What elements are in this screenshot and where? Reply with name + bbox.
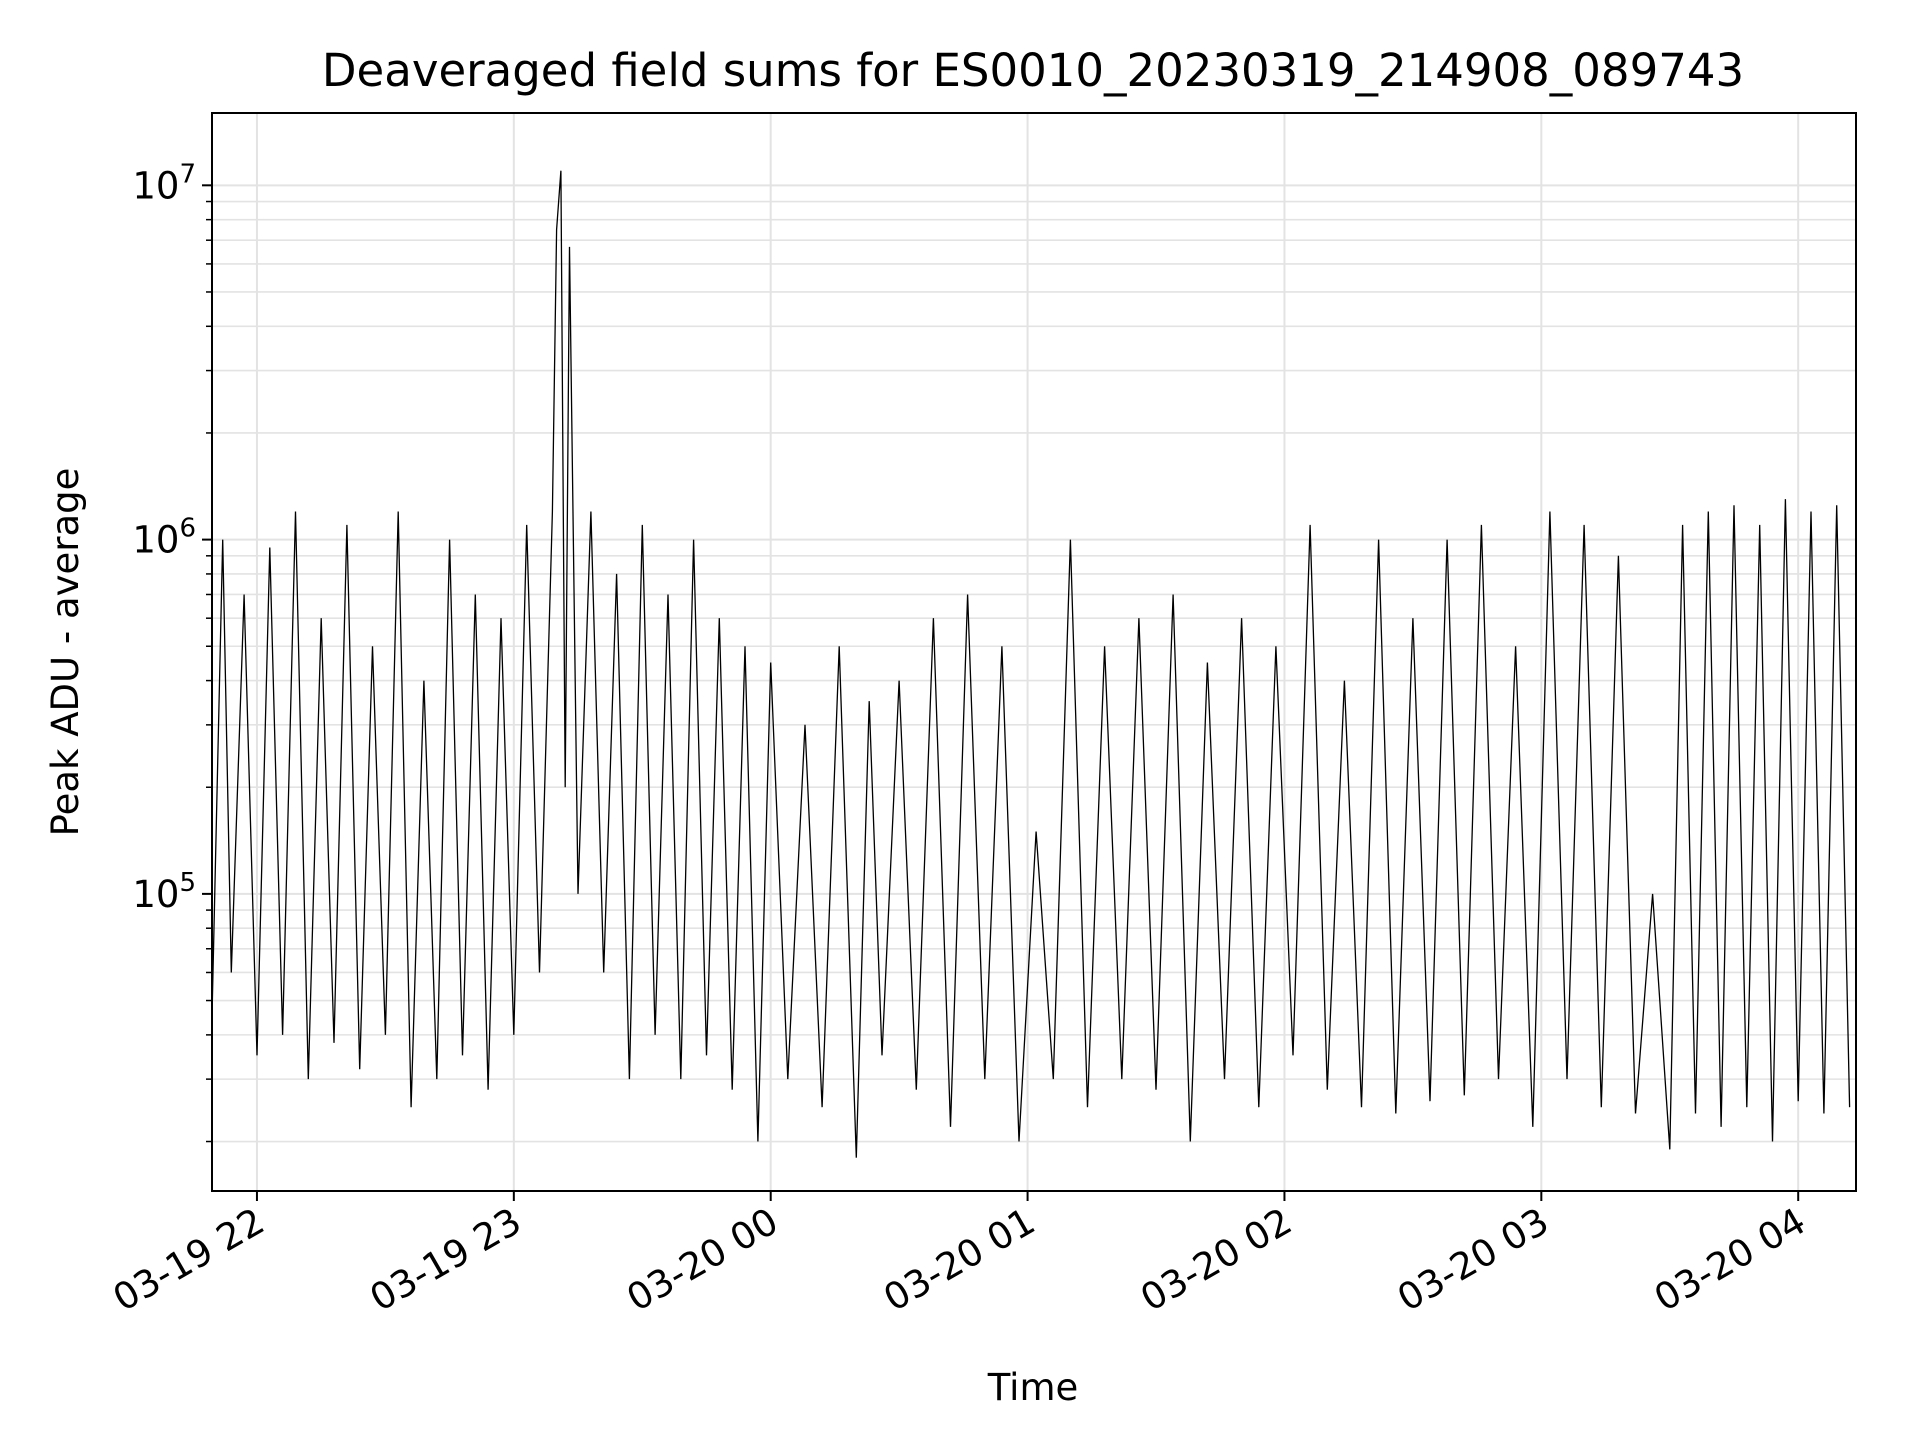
series-line-0 [212,170,1851,1158]
plot-frame [211,112,1857,1192]
y-tick-exponent: 7 [179,159,196,189]
y-axis-label: Peak ADU - average [44,468,87,837]
y-tick-base: 10 [132,519,179,562]
y-tick-exponent: 6 [179,514,196,544]
chart-title: Deaveraged field sums for ES0010_2023031… [322,44,1744,97]
y-tick-base: 10 [132,873,179,916]
x-axis-label: Time [987,1366,1079,1409]
y-tick-base: 10 [132,164,179,207]
y-tick-label: 106 [132,514,196,562]
series-layer [212,170,1851,1158]
y-tick-label: 107 [132,159,196,207]
y-tick-exponent: 5 [179,868,196,898]
y-tick-label: 105 [132,868,196,916]
